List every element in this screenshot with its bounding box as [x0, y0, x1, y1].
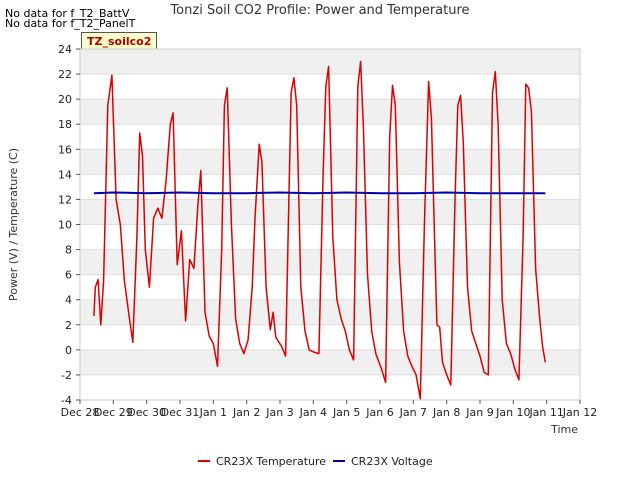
- no-data-note-panelt: No data for f_T2_PanelT: [5, 17, 136, 30]
- x-tick-label: Jan 6: [365, 406, 393, 419]
- grid-band: [80, 174, 580, 200]
- grid-band: [80, 249, 580, 275]
- grid-band: [80, 324, 580, 350]
- voltage-series-line: [93, 191, 546, 195]
- x-tick-label: Jan 1: [199, 406, 227, 419]
- x-tick-label: Jan 11: [528, 406, 563, 419]
- grid-band: [80, 349, 580, 375]
- y-tick-label: 18: [58, 118, 72, 131]
- x-axis-label: Time: [550, 423, 578, 436]
- legend-label: CR23X Temperature: [216, 455, 326, 468]
- temperature-series-line: [93, 60, 547, 400]
- y-tick-label: 8: [65, 244, 72, 257]
- legend: CR23X Temperature CR23X Voltage: [198, 455, 433, 468]
- grid-band: [80, 49, 580, 75]
- y-tick-label: 4: [65, 294, 72, 307]
- y-tick-label: 12: [58, 193, 72, 206]
- grid-band: [80, 199, 580, 225]
- y-tick-label: -4: [61, 394, 72, 407]
- series-lines: [93, 60, 547, 400]
- chart-title: Tonzi Soil CO2 Profile: Power and Temper…: [170, 3, 470, 18]
- grid-band: [80, 224, 580, 250]
- y-axis-label: Power (V) / Temperature (C): [7, 148, 20, 301]
- x-tick-label: Jan 5: [332, 406, 360, 419]
- x-tick-label: Jan 10: [495, 406, 530, 419]
- x-tick-label: Dec 28: [61, 406, 100, 419]
- x-tick-label: Dec 29: [94, 406, 133, 419]
- x-tick-label: Jan 7: [399, 406, 427, 419]
- x-tick-label: Jan 3: [265, 406, 293, 419]
- x-tick-label: Dec 31: [161, 406, 200, 419]
- grid-band: [80, 274, 580, 300]
- y-tick-label: 24: [58, 43, 72, 56]
- x-tick-label: Jan 8: [432, 406, 460, 419]
- y-tick-label: 14: [58, 168, 72, 181]
- site-badge: TZ_soilco2: [81, 32, 158, 51]
- x-tick-label: Jan 4: [299, 406, 327, 419]
- y-tick-label: 0: [65, 344, 72, 357]
- y-tick-label: 10: [58, 219, 72, 232]
- no-data-note-battv: No data for f_T2_BattV: [5, 7, 130, 20]
- y-tick-label: -2: [61, 369, 72, 382]
- y-tick-label: 6: [65, 269, 72, 282]
- x-tick-label: Jan 12: [562, 406, 597, 419]
- y-tick-label: 2: [65, 319, 72, 332]
- grid-band: [80, 299, 580, 325]
- y-tick-label: 16: [58, 143, 72, 156]
- x-tick-label: Dec 30: [127, 406, 166, 419]
- y-tick-label: 20: [58, 93, 72, 106]
- x-tick-label: Jan 9: [465, 406, 493, 419]
- legend-label: CR23X Voltage: [351, 455, 433, 468]
- x-tick-label: Jan 2: [232, 406, 260, 419]
- grid-band: [80, 374, 580, 400]
- y-tick-label: 22: [58, 68, 72, 81]
